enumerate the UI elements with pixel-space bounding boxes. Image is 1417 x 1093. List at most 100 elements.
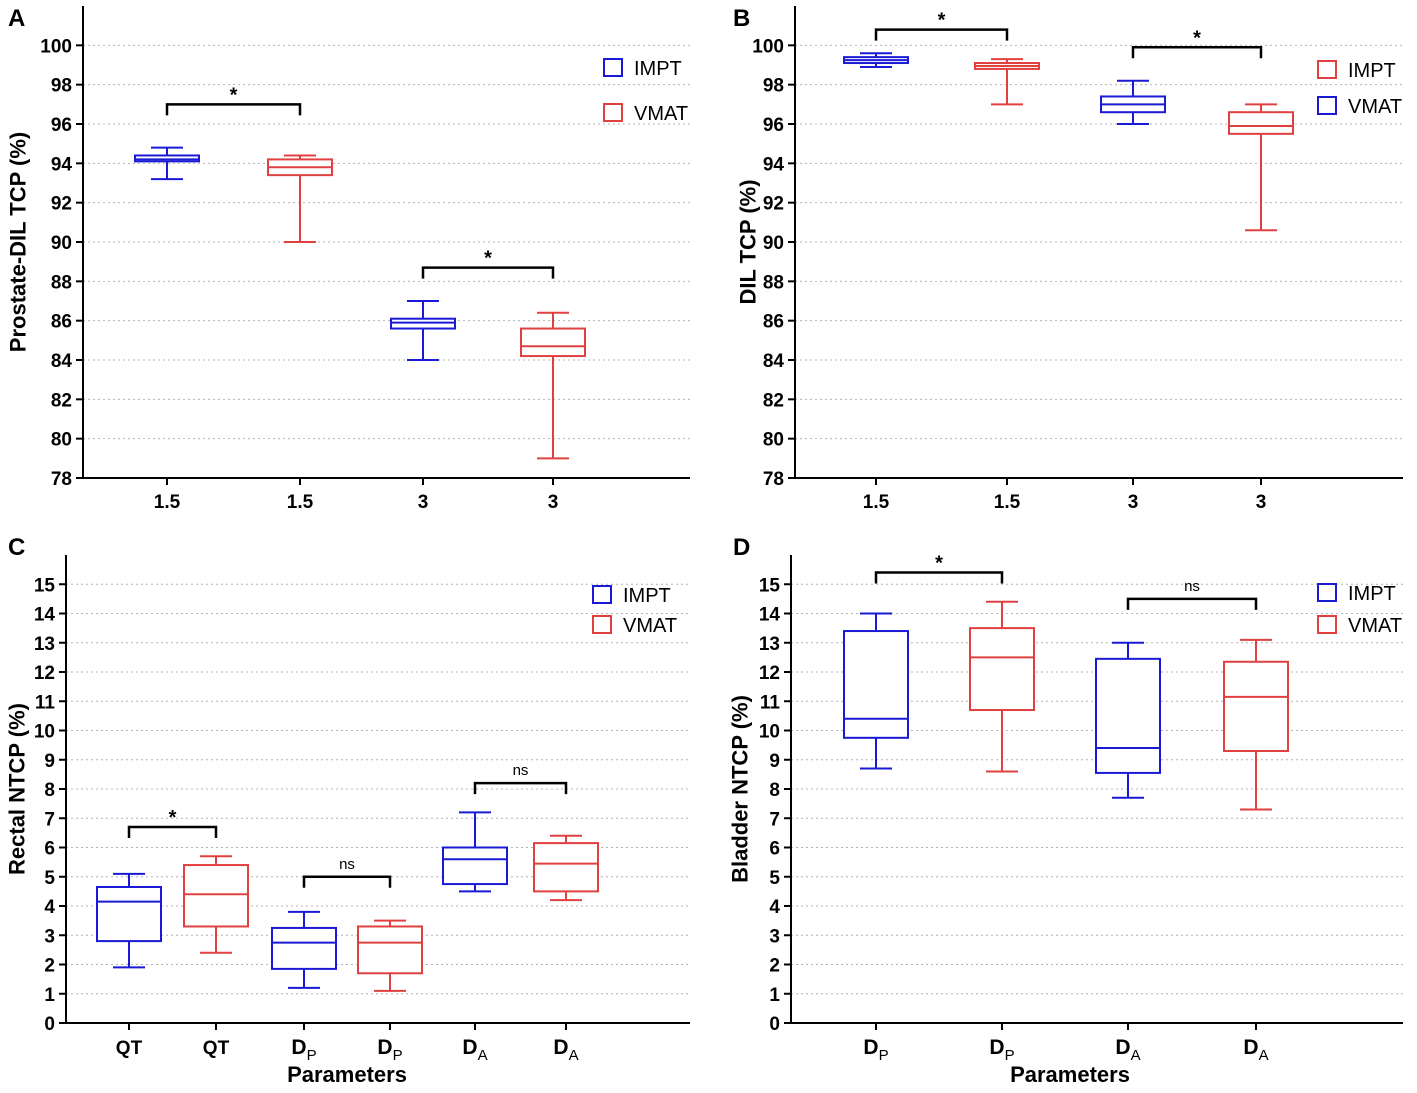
- x-tick-main: D: [989, 1036, 1004, 1059]
- y-tick-label: 12: [759, 663, 780, 684]
- box-impt: [843, 612, 909, 770]
- legend-item-vmat: VMAT: [592, 615, 677, 637]
- box-vmat: [267, 154, 333, 243]
- y-tick-label: 80: [763, 430, 784, 451]
- x-tick-main: D: [1243, 1036, 1258, 1059]
- iqr-box: [843, 630, 909, 739]
- iqr-box: [271, 926, 337, 970]
- x-tick-label: DP: [863, 1036, 888, 1064]
- iqr-box: [96, 885, 162, 943]
- x-tick-label: DA: [1243, 1036, 1268, 1064]
- legend-swatch: [1317, 96, 1337, 115]
- legend-label: IMPT: [1348, 60, 1396, 82]
- y-tick-label: 98: [51, 76, 72, 97]
- significance-bracket: *: [1131, 27, 1263, 59]
- x-tick-main: D: [462, 1036, 477, 1059]
- x-tick-main: 1.5: [154, 492, 181, 513]
- legend-swatch: [603, 103, 623, 122]
- legend-label: VMAT: [1348, 615, 1402, 637]
- y-tick-label: 10: [759, 722, 780, 743]
- y-tick-label: 3: [44, 926, 55, 947]
- y-tick-label: 84: [763, 351, 785, 372]
- legend-label: IMPT: [623, 585, 671, 607]
- y-tick-label: 6: [44, 839, 55, 860]
- y-tick-label: 0: [44, 1014, 55, 1035]
- x-tick-label: 3: [1256, 492, 1267, 513]
- y-tick-label: 11: [35, 692, 56, 713]
- box-vmat: [974, 58, 1040, 106]
- x-tick-main: 3: [418, 492, 429, 513]
- x-tick-label: 3: [548, 492, 559, 513]
- significance-label: ns: [339, 856, 355, 873]
- y-tick-label: 92: [763, 194, 784, 215]
- panel-b: B 78 80 82 84 86 88 90 92 94 96 98 100 DIL TCP (%) 1.5…: [733, 5, 1403, 513]
- y-tick-label: 9: [44, 751, 55, 772]
- x-tick-label: DP: [291, 1036, 316, 1064]
- x-tick-main: QT: [203, 1038, 230, 1059]
- x-tick-main: D: [291, 1036, 306, 1059]
- y-tick-label: 10: [34, 722, 55, 743]
- significance-bracket: *: [874, 553, 1004, 584]
- legend-item-vmat: VMAT: [603, 103, 688, 125]
- bracket-line: [421, 266, 555, 279]
- box-impt: [442, 811, 508, 893]
- y-tick-label: 1: [769, 985, 780, 1006]
- y-tick-label: 92: [51, 194, 72, 215]
- x-tick-main: 3: [548, 492, 559, 513]
- y-tick-label: 2: [769, 956, 780, 977]
- y-tick-label: 15: [34, 575, 56, 596]
- box-vmat: [1223, 638, 1289, 811]
- y-axis-title: Bladder NTCP (%): [728, 695, 753, 883]
- x-tick-subscript: A: [478, 1047, 488, 1064]
- x-tick-subscript: P: [1005, 1047, 1015, 1064]
- legend-label: VMAT: [623, 615, 677, 637]
- y-tick-label: 3: [769, 926, 780, 947]
- significance-bracket: *: [874, 10, 1009, 41]
- x-tick-label: 3: [418, 492, 429, 513]
- y-tick-label: 84: [51, 351, 73, 372]
- y-tick-label: 86: [51, 312, 72, 333]
- iqr-box: [969, 627, 1035, 712]
- y-tick-label: 100: [40, 36, 72, 57]
- box-impt: [1095, 641, 1161, 799]
- legend-label: VMAT: [1348, 96, 1402, 118]
- x-tick-subscript: A: [1259, 1047, 1269, 1064]
- iqr-box: [520, 327, 586, 358]
- x-tick-subscript: A: [1131, 1047, 1141, 1064]
- y-tick-label: 1: [44, 985, 55, 1006]
- legend-label: VMAT: [634, 103, 688, 125]
- x-tick-subscript: A: [569, 1047, 579, 1064]
- y-tick-label: 15: [759, 575, 781, 596]
- iqr-box: [533, 842, 599, 893]
- box-vmat: [1228, 103, 1294, 232]
- x-tick-subscript: P: [879, 1047, 889, 1064]
- legend-swatch: [603, 58, 623, 77]
- x-tick-label: 1.5: [287, 492, 314, 513]
- y-tick-label: 9: [769, 751, 780, 772]
- x-tick-label: DA: [462, 1036, 487, 1064]
- iqr-box: [357, 925, 423, 975]
- box-impt: [843, 52, 909, 68]
- box-vmat: [969, 600, 1035, 773]
- significance-label: *: [935, 553, 943, 575]
- legend-swatch: [1317, 615, 1337, 634]
- x-tick-main: D: [377, 1036, 392, 1059]
- significance-label: *: [484, 248, 492, 270]
- y-tick-label: 78: [51, 469, 72, 490]
- y-tick-label: 7: [44, 809, 55, 830]
- box-impt: [134, 146, 200, 181]
- x-tick-main: 1.5: [287, 492, 314, 513]
- y-tick-label: 5: [44, 868, 55, 889]
- y-tick-label: 14: [34, 605, 56, 626]
- y-tick-label: 82: [763, 390, 784, 411]
- box-impt: [390, 300, 456, 361]
- x-tick-label: DA: [553, 1036, 578, 1064]
- panel-label: B: [733, 5, 750, 32]
- legend-item-impt: IMPT: [603, 58, 682, 80]
- panel-a: A 78 80 82 84 86 88 90 92 94 96 98 100 Prostate-DIL T…: [6, 5, 690, 513]
- y-tick-label: 5: [769, 868, 780, 889]
- bracket-line: [127, 825, 218, 839]
- x-tick-label: DA: [1115, 1036, 1140, 1064]
- y-tick-label: 0: [769, 1014, 780, 1035]
